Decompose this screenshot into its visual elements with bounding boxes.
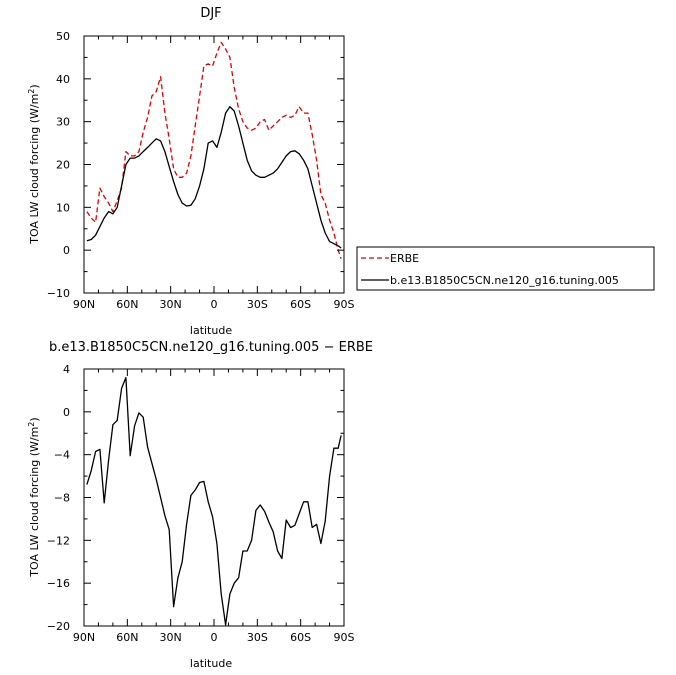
legend: ERBE b.e13.B1850C5CN.ne120_g16.tuning.00…	[356, 246, 655, 291]
top-x-tick-label: 90N	[73, 298, 95, 311]
top-y-tick-label: 10	[56, 201, 70, 214]
bottom-x-tick-label: 30S	[247, 631, 268, 644]
bottom-y-axis-label-tail: )	[28, 417, 41, 421]
bottom-plot-frame	[83, 368, 345, 627]
top-x-tick-label: 0	[211, 298, 218, 311]
bottom-x-tick-label: 30N	[160, 631, 182, 644]
top-y-tick-label: 20	[56, 159, 70, 172]
top-chart-title: DJF	[200, 6, 221, 21]
bottom-y-tick-label: 4	[63, 363, 70, 376]
bottom-x-axis-label: latitude	[190, 657, 232, 670]
top-x-tick-label: 30S	[247, 298, 268, 311]
bottom-x-tick-label: 60N	[116, 631, 138, 644]
top-y-tick-label: −10	[47, 287, 70, 300]
bottom-x-tick-label: 90N	[73, 631, 95, 644]
top-y-axis-label: TOA LW cloud forcing (W/m2)	[27, 84, 41, 244]
top-x-axis-label: latitude	[190, 324, 232, 337]
top-x-tick-label: 90S	[334, 298, 355, 311]
bottom-y-tick-label: 0	[63, 406, 70, 419]
top-x-tick-label: 30N	[160, 298, 182, 311]
top-y-tick-label: 0	[63, 244, 70, 257]
bottom-y-axis-label-sup: 2	[27, 422, 36, 427]
bottom-y-tick-label: −12	[47, 534, 70, 547]
top-y-tick-label: 50	[56, 30, 70, 43]
bottom-y-tick-label: −8	[54, 492, 70, 505]
legend-box	[356, 246, 655, 291]
top-y-tick-label: 30	[56, 116, 70, 129]
bottom-chart-title: b.e13.B1850C5CN.ne120_g16.tuning.005 − E…	[49, 340, 373, 355]
top-y-axis-label-main: TOA LW cloud forcing (W/m	[28, 94, 41, 245]
bottom-x-tick-label: 60S	[290, 631, 311, 644]
top-x-tick-label: 60S	[290, 298, 311, 311]
bottom-y-axis-label: TOA LW cloud forcing (W/m2)	[27, 417, 41, 577]
top-series-line-1	[86, 106, 342, 249]
bottom-y-tick-label: −4	[54, 449, 70, 462]
bottom-y-tick-label: −16	[47, 577, 70, 590]
legend-label-model: b.e13.B1850C5CN.ne120_g16.tuning.005	[390, 274, 619, 287]
bottom-y-tick-label: −20	[47, 620, 70, 633]
top-chart: DJF 90N 60N 30N 0 30S 60S 90S −10 0 10 20 30 40 50 la…	[27, 6, 655, 337]
top-x-tick-label: 60N	[116, 298, 138, 311]
top-plot-frame	[83, 35, 345, 294]
top-y-tick-label: 40	[56, 73, 70, 86]
top-y-axis-label-tail: )	[28, 84, 41, 88]
bottom-chart: b.e13.B1850C5CN.ne120_g16.tuning.005 − E…	[27, 340, 373, 670]
bottom-x-tick-label: 90S	[334, 631, 355, 644]
top-series-line-0	[86, 41, 342, 259]
bottom-series-line-0	[86, 376, 342, 626]
top-y-axis-label-sup: 2	[27, 89, 36, 94]
legend-label-erbe: ERBE	[390, 252, 419, 265]
bottom-y-axis-label-main: TOA LW cloud forcing (W/m	[28, 427, 41, 578]
bottom-x-tick-label: 0	[211, 631, 218, 644]
